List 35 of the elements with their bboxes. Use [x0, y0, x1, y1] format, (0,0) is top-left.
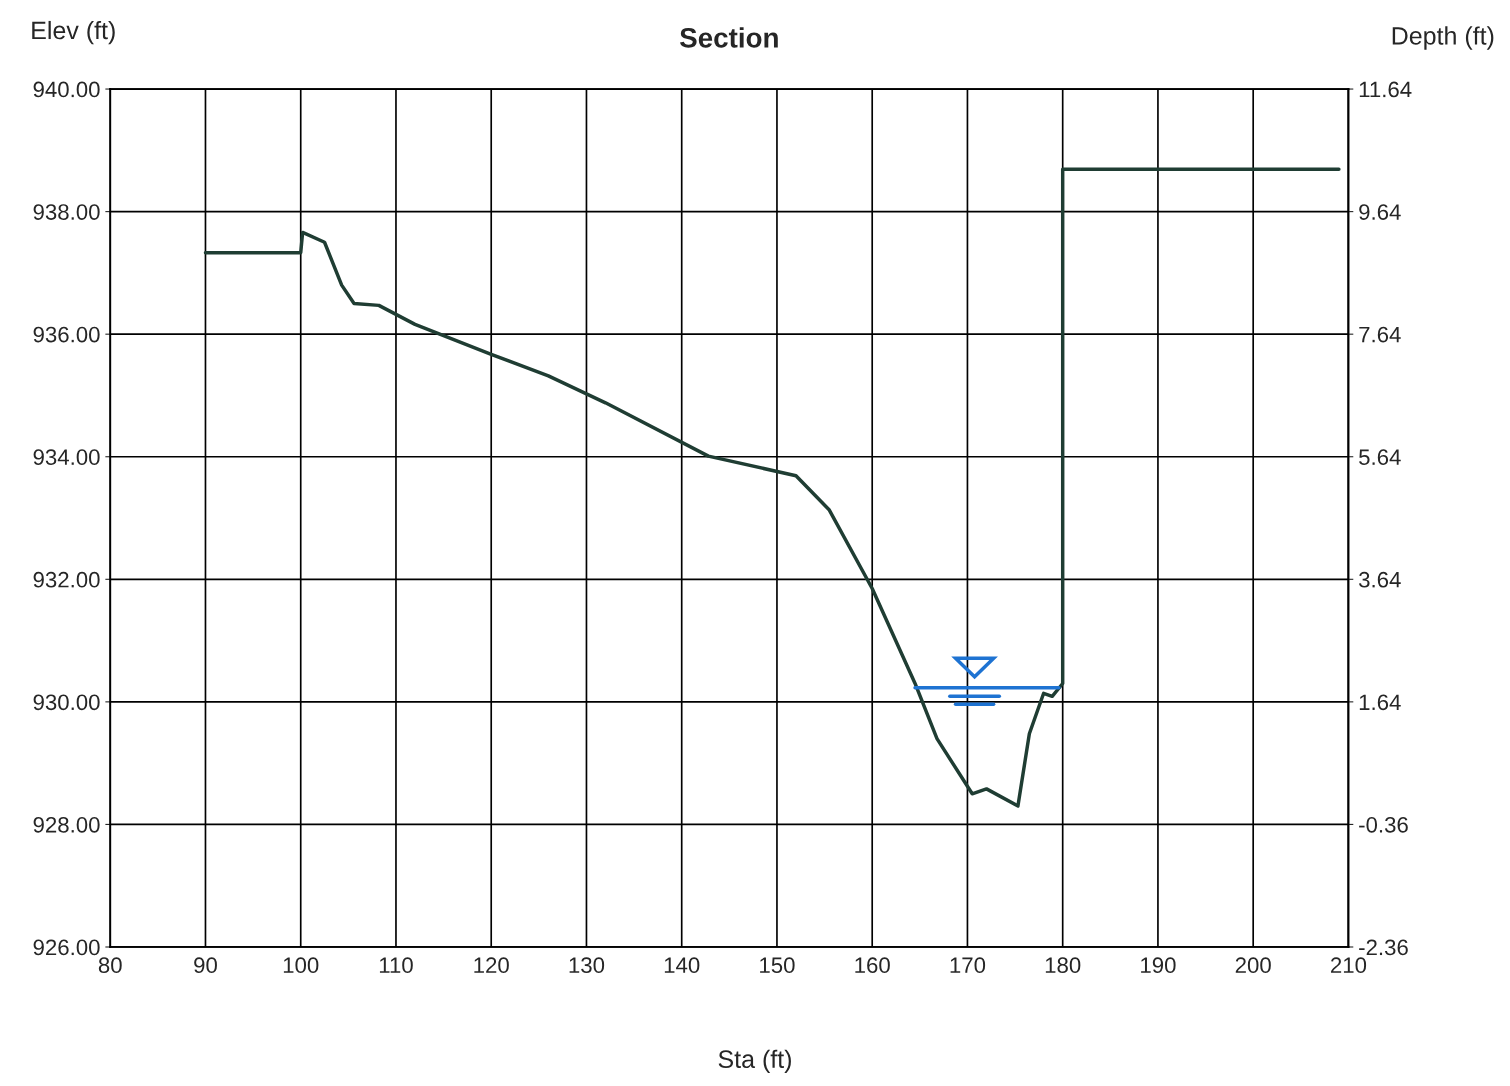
y-tick-label: 928.00: [33, 816, 100, 833]
y2-tick-label: 9.64: [1359, 204, 1401, 220]
x-tick-label: 160: [855, 957, 890, 974]
x-tick-label: 120: [474, 957, 509, 974]
x-tick-label: 100: [283, 957, 319, 974]
y2-tick-label: -2.36: [1359, 939, 1408, 956]
x-tick-label: 150: [760, 957, 795, 974]
chart-title: Section: [679, 27, 778, 48]
x-tick-label: 210: [1331, 957, 1367, 974]
x-tick-label: 170: [950, 957, 986, 974]
x-tick-label: 180: [1045, 957, 1081, 974]
x-tick-label: 190: [1141, 957, 1176, 974]
y-tick-label: 940.00: [33, 81, 100, 98]
y2-tick-label: 7.64: [1359, 326, 1401, 343]
y2-tick-label: 3.64: [1359, 571, 1401, 588]
y2-tick-label: 11.64: [1359, 81, 1412, 98]
y-tick-label: 938.00: [33, 204, 100, 220]
y-tick-label: 926.00: [33, 939, 100, 956]
y-tick-label: 936.00: [33, 326, 100, 343]
y-axis-title: Elev (ft): [32, 20, 115, 45]
x-tick-label: 130: [569, 957, 605, 974]
y2-tick-label: -0.36: [1359, 816, 1408, 833]
y2-axis-title: Depth (ft): [1392, 26, 1494, 50]
y-tick-label: 934.00: [33, 449, 100, 466]
y-tick-label: 930.00: [33, 694, 100, 711]
x-tick-label: 140: [664, 957, 700, 974]
line-series: [203, 167, 1341, 808]
x-tick-label: 110: [379, 957, 413, 974]
x-axis-title: Sta (ft): [718, 1049, 791, 1073]
y2-tick-label: 5.64: [1359, 449, 1401, 466]
x-tick-label: 200: [1235, 957, 1271, 974]
y2-tick-label: 1.64: [1359, 694, 1401, 711]
y-tick-label: 932.00: [33, 571, 100, 588]
x-tick-label: 90: [194, 957, 217, 974]
x-tick-label: 80: [98, 957, 122, 974]
